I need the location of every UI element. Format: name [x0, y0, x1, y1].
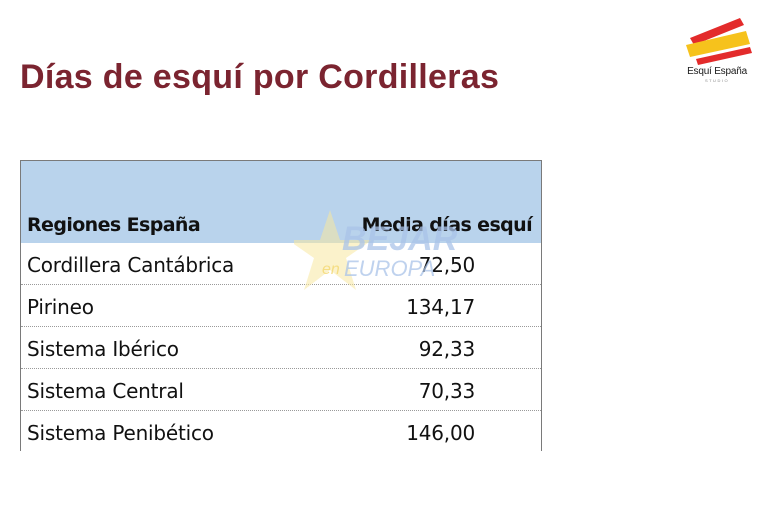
row-value: 146,00: [406, 421, 475, 445]
flag-stripes-icon: [686, 18, 752, 65]
ski-days-table: Regiones España Media días esquí Cordill…: [20, 160, 542, 451]
table-row: Sistema Penibético 146,00: [21, 411, 541, 451]
esqui-espana-logo: Esquí España STUDIO: [676, 14, 758, 84]
table-row: Pirineo 134,17: [21, 285, 541, 327]
row-region: Sistema Central: [27, 379, 184, 403]
row-value: 72,50: [418, 253, 475, 277]
page-title: Días de esquí por Cordilleras: [20, 58, 500, 96]
row-region: Sistema Penibético: [27, 421, 214, 445]
header-average-days: Media días esquí: [361, 214, 533, 236]
logo-name: Esquí España: [687, 66, 747, 77]
row-region: Pirineo: [27, 295, 94, 319]
table-row: Sistema Ibérico 92,33: [21, 327, 541, 369]
logo-sub: STUDIO: [704, 78, 730, 83]
header-regions: Regiones España: [27, 214, 201, 236]
table-header: Regiones España Media días esquí: [21, 161, 541, 243]
table-row: Sistema Central 70,33: [21, 369, 541, 411]
row-region: Sistema Ibérico: [27, 337, 179, 361]
table-row: Cordillera Cantábrica 72,50: [21, 243, 541, 285]
row-region: Cordillera Cantábrica: [27, 253, 235, 277]
row-value: 134,17: [406, 295, 475, 319]
row-value: 70,33: [418, 379, 475, 403]
row-value: 92,33: [418, 337, 475, 361]
